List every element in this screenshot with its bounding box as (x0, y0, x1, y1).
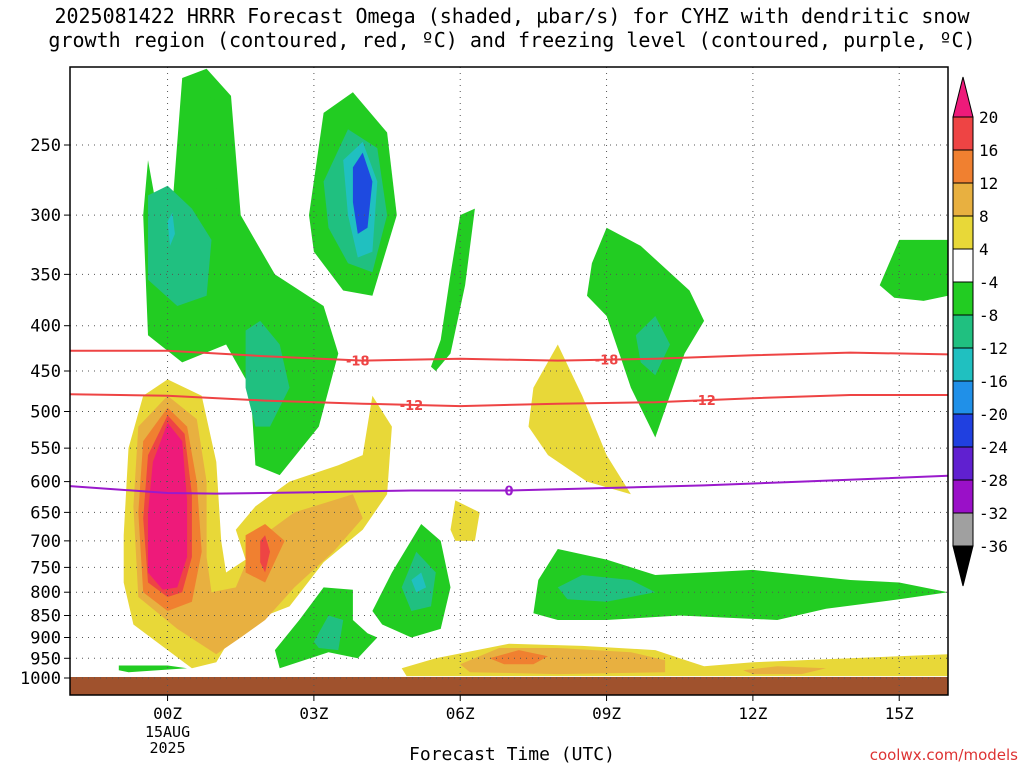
plot-border (69, 66, 949, 696)
y-tick-label-550: 550 (30, 439, 61, 459)
x-axis-label: Forecast Time (UTC) (409, 744, 615, 765)
colorbar-swatch--32 (952, 512, 974, 547)
colorbar-swatch--20 (952, 413, 974, 448)
title-line-1: 2025081422 HRRR Forecast Omega (shaded, … (54, 4, 970, 28)
colorbar-swatch--4 (952, 281, 974, 316)
x-tick-label-00Z: 00Z (153, 704, 182, 723)
omega-region-1 (191, 95, 227, 203)
colorbar-label-16: 16 (979, 141, 998, 160)
y-tick-label-450: 450 (30, 362, 61, 382)
y-tick-label-1000: 1000 (20, 669, 61, 689)
colorbar-label--20: -20 (979, 405, 1008, 424)
y-tick-label-750: 750 (30, 558, 61, 578)
omega-region-18 (533, 549, 948, 620)
colorbar-swatch--24 (952, 446, 974, 481)
y-tick-label-500: 500 (30, 403, 61, 423)
colorbar-swatch--8 (952, 314, 974, 349)
contour-label-0: 0 (504, 484, 513, 499)
omega-region-25 (148, 422, 188, 590)
x-tick-label-12Z: 12Z (738, 704, 767, 723)
contour--18 (70, 349, 949, 362)
colorbar-swatch-12 (952, 182, 974, 217)
colorbar-label--8: -8 (979, 306, 998, 325)
terrain-band (70, 677, 948, 695)
y-tick-label-600: 600 (30, 473, 61, 493)
colorbar-label-8: 8 (979, 207, 989, 226)
plot-frame (69, 66, 949, 696)
colorbar-label-4: 4 (979, 240, 989, 259)
contour-label--18: -18 (346, 354, 370, 369)
credit-link[interactable]: coolwx.com/models (869, 746, 1018, 764)
chart-title: 2025081422 HRRR Forecast Omega (shaded, … (0, 4, 1024, 52)
contour-0 (69, 474, 949, 495)
omega-fills (118, 68, 948, 677)
axis-ticks: 2503003504004505005506006507007508008509… (20, 136, 914, 757)
colorbar-label--32: -32 (979, 504, 1008, 523)
y-tick-label-250: 250 (30, 136, 61, 156)
omega-region-15 (411, 572, 427, 593)
x-tick-sublabel-0: 15AUG (145, 723, 190, 741)
y-tick-label-650: 650 (30, 503, 61, 523)
y-tick-label-300: 300 (30, 206, 61, 226)
omega-region-11 (635, 316, 670, 376)
colorbar-swatch--28 (952, 479, 974, 514)
colorbar-label--16: -16 (979, 372, 1008, 391)
contour-label--12: -12 (692, 394, 716, 409)
colorbar-swatch--12 (952, 347, 974, 382)
colorbar-label--24: -24 (979, 438, 1008, 457)
x-tick-label-15Z: 15Z (885, 704, 914, 723)
x-tick-label-03Z: 03Z (299, 704, 328, 723)
y-tick-label-800: 800 (30, 583, 61, 603)
omega-region-2 (148, 185, 212, 306)
colorbar-swatch-16 (952, 149, 974, 184)
x-tick-sublabel-1: 2025 (149, 739, 185, 757)
colorbar-label--12: -12 (979, 339, 1008, 358)
y-tick-label-700: 700 (30, 532, 61, 552)
y-tick-label-900: 900 (30, 628, 61, 648)
title-line-2: growth region (contoured, red, ºC) and f… (48, 28, 976, 52)
colorbar-label--28: -28 (979, 471, 1008, 490)
omega-region-19 (557, 575, 656, 602)
y-tick-label-950: 950 (30, 649, 61, 669)
omega-region-12 (879, 239, 948, 301)
colorbar: 20 16 12 8 4 -4 -8 -12 -16 -20 -24 -28 -32 -36 (952, 76, 1008, 587)
omega-region-20 (118, 665, 188, 673)
omega-region-3 (167, 212, 175, 246)
colorbar-label-20: 20 (979, 108, 998, 127)
omega-region-33 (743, 666, 827, 675)
omega-region-27 (260, 535, 270, 573)
terrain-rect (70, 677, 948, 695)
colorbar-swatch--16 (952, 380, 974, 415)
contour--12 (69, 393, 948, 408)
omega-region-17 (313, 615, 344, 651)
colorbar-label--4: -4 (979, 273, 998, 292)
y-tick-label-350: 350 (30, 265, 61, 285)
x-tick-label-09Z: 09Z (592, 704, 621, 723)
colorbar-swatch-8 (952, 215, 974, 250)
colorbar-top-arrow (952, 76, 974, 118)
omega-region-29 (450, 500, 480, 541)
colorbar-label-12: 12 (979, 174, 998, 193)
grid-lines (70, 67, 948, 695)
omega-region-8 (352, 152, 373, 234)
colorbar-label--36: -36 (979, 537, 1008, 556)
omega-region-28 (528, 344, 631, 495)
colorbar-swatch-4 (952, 248, 974, 283)
colorbar-swatch-20 (952, 116, 974, 151)
omega-region-32 (489, 650, 548, 665)
contour-label--18: -18 (595, 354, 619, 369)
omega-region-9 (431, 208, 475, 371)
colorbar-bottom-arrow (952, 545, 974, 587)
y-tick-label-400: 400 (30, 317, 61, 337)
x-tick-label-06Z: 06Z (446, 704, 475, 723)
y-tick-label-850: 850 (30, 607, 61, 627)
contour-label--12: -12 (400, 399, 424, 414)
contour-lines: -18 -18 -12 -12 0 (69, 349, 949, 499)
